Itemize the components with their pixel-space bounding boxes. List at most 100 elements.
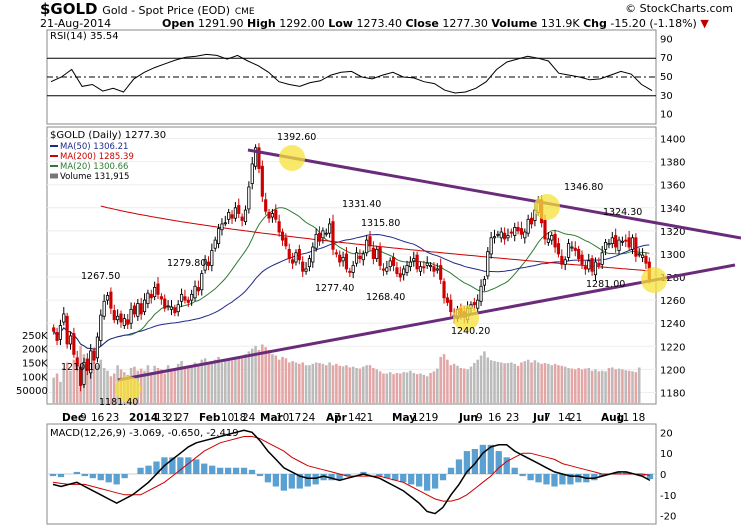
candle-body <box>116 315 120 321</box>
x-tick-label: 11 <box>616 412 629 424</box>
volume-bar <box>355 368 358 404</box>
candle-body <box>119 313 123 323</box>
candle-body <box>284 237 288 247</box>
volume-bar <box>597 371 601 404</box>
volume-bar <box>516 365 520 404</box>
x-tick-label: 14 <box>558 412 572 424</box>
candle-body <box>496 233 500 236</box>
price-tick-label: 1280 <box>660 273 685 284</box>
volume-bar <box>267 350 271 404</box>
candle-body <box>183 296 187 301</box>
macd-tick-label: -20 <box>660 512 676 523</box>
x-tick-label: 18 <box>233 412 246 424</box>
x-tick-label: 7 <box>334 412 341 424</box>
macd-histogram-bar <box>431 474 439 489</box>
candle-body <box>354 252 359 264</box>
candle-body <box>223 222 227 225</box>
macd-histogram-bar <box>320 474 327 481</box>
candle-body <box>368 236 372 247</box>
volume-bar <box>277 359 281 404</box>
price-annotation: 1331.40 <box>342 199 381 210</box>
candle-body <box>610 237 614 244</box>
volume-bar <box>405 372 409 404</box>
candle-body <box>566 243 571 258</box>
candle-body <box>274 209 278 220</box>
candle-body <box>280 231 285 241</box>
candle-body <box>129 308 133 324</box>
candle-body <box>146 292 150 304</box>
macd-histogram-bar <box>646 474 654 480</box>
candle-body <box>580 254 584 265</box>
candle-body <box>89 350 93 374</box>
candle-body <box>85 358 89 371</box>
volume-bar <box>614 369 617 404</box>
instrument-name: Gold - Spot Price (EOD) <box>102 4 231 17</box>
brand: © StockCharts.com <box>625 2 733 15</box>
x-tick-label: 7 <box>544 412 551 424</box>
candle-body <box>92 350 96 361</box>
macd-histogram-bar <box>177 457 184 474</box>
volume-bar <box>160 369 163 404</box>
macd-line <box>52 429 651 515</box>
volume-bar <box>106 370 109 404</box>
macd-histogram-bar <box>535 474 542 483</box>
candle-body <box>277 221 281 233</box>
price-tick-label: 1400 <box>660 135 685 146</box>
macd-tick-label: 0 <box>660 470 666 481</box>
candle-body <box>321 230 325 239</box>
macd-histogram-bar <box>479 444 486 474</box>
volume-bar <box>439 356 442 404</box>
macd-histogram-bar <box>193 459 200 474</box>
candle-body <box>206 261 211 266</box>
low-label: Low <box>328 17 353 30</box>
macd-histogram-bar <box>567 474 574 485</box>
volume-bar <box>476 359 479 404</box>
macd-histogram-bar <box>73 471 81 474</box>
x-tick-label: 16 <box>91 412 105 424</box>
volume-bar <box>62 368 66 404</box>
volume-bar <box>59 381 62 404</box>
volume-bar <box>372 368 375 404</box>
x-tick-label: 24 <box>302 412 316 424</box>
x-tick-label: Dec <box>62 412 84 424</box>
volume-bar <box>496 361 500 404</box>
macd-histogram-bar <box>471 449 479 474</box>
candle-body <box>513 227 517 236</box>
candle-body <box>607 243 611 246</box>
volume-bar <box>298 363 301 404</box>
volume-tick-label: 50000 <box>16 386 48 397</box>
volume-bar <box>197 363 200 404</box>
volume-bar <box>112 373 116 404</box>
macd-histogram-bar <box>89 474 96 479</box>
macd-histogram-bar <box>599 474 606 477</box>
volume-bar <box>604 371 607 404</box>
volume-bar <box>479 355 483 404</box>
candle-body <box>627 237 631 248</box>
macd-histogram-bar <box>240 467 248 474</box>
candle-body <box>388 260 392 268</box>
volume-bar <box>183 367 187 404</box>
x-tick-label: 27 <box>176 412 189 424</box>
x-tick-label: 21 <box>569 412 582 424</box>
volume-bar <box>55 373 59 404</box>
volume-bar <box>139 368 143 404</box>
volume-bar <box>304 365 308 404</box>
candle-body <box>82 362 86 385</box>
volume-bar <box>240 358 244 404</box>
volume-bar <box>627 370 631 404</box>
candle-body <box>230 214 234 219</box>
macd-histogram-bar <box>232 467 240 474</box>
volume-bar <box>247 351 251 404</box>
legend-entry: MA(50) 1306.21 <box>60 142 128 152</box>
candle-body <box>402 268 406 276</box>
price-tick-label: 1200 <box>660 365 685 376</box>
volume-bar <box>250 348 254 404</box>
macd-histogram-bar <box>400 474 407 483</box>
candle-body <box>307 258 312 268</box>
rsi-title: RSI(14) 35.54 <box>50 31 119 42</box>
x-tick-label: Apr <box>326 412 348 424</box>
volume-bar <box>409 370 412 404</box>
volume-bar <box>547 363 550 404</box>
candle-body <box>314 233 318 249</box>
volume-bar <box>637 367 641 404</box>
